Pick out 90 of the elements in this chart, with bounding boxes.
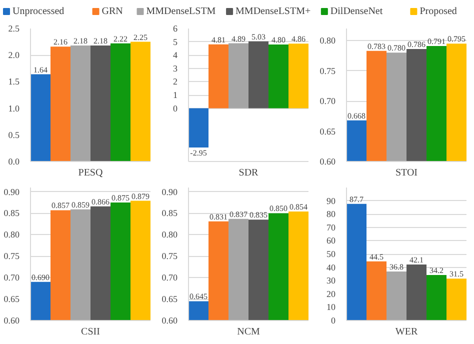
y-tick-label: 0.80	[320, 36, 336, 46]
y-tick-label: 0.75	[320, 66, 336, 76]
y-tick-label: 10	[326, 302, 336, 312]
y-tick-label: 0.90	[162, 186, 178, 197]
y-tick-label: 1.0	[8, 103, 20, 114]
data-label: 0.837	[230, 210, 248, 219]
y-tick-label: 0.75	[162, 251, 178, 262]
y-tick-label: 30	[326, 276, 336, 286]
data-label: 0.780	[388, 44, 406, 53]
data-label: 4.81	[212, 35, 226, 44]
data-label: 42.1	[410, 256, 424, 265]
y-tick-label: 90	[326, 196, 336, 206]
legend-label: Proposed	[420, 6, 457, 17]
legend-label: GRN	[102, 6, 123, 17]
y-tick-label: 0.70	[320, 96, 336, 106]
y-tick-label: 0.70	[4, 272, 20, 283]
y-tick-label: 70	[326, 222, 336, 232]
y-tick-label: 0.65	[320, 126, 336, 136]
y-tick-label: 0	[173, 103, 178, 114]
data-label: 0.690	[32, 272, 50, 282]
y-tick-label: 60	[326, 236, 336, 246]
legend-label: MMDenseLSTM	[146, 6, 216, 17]
data-label: 0.850	[270, 204, 288, 214]
data-label: 0.835	[250, 210, 268, 220]
data-label: 2.25	[134, 32, 148, 42]
y-tick-label: 40	[326, 262, 336, 272]
legend-label: Unprocessed	[12, 6, 64, 17]
data-label: 0.854	[290, 202, 308, 212]
data-label: 0.668	[348, 111, 366, 120]
y-tick-label: 0.65	[4, 294, 20, 304]
data-label: 0.831	[210, 212, 228, 222]
data-label: 4.86	[292, 34, 306, 44]
y-tick-label: 1.5	[8, 76, 20, 87]
y-tick-label: 6	[173, 24, 178, 34]
y-tick-label: 2.5	[8, 24, 20, 34]
data-label: 2.22	[114, 34, 128, 44]
data-label: 44.5	[370, 252, 384, 262]
y-tick-label: 0.80	[162, 230, 178, 240]
data-label: 0.783	[368, 42, 386, 51]
y-tick-label: 3	[173, 63, 178, 74]
x-axis-title: CSII	[81, 326, 100, 338]
y-tick-label: 1	[173, 90, 178, 100]
x-axis-title: NCM	[237, 326, 260, 338]
data-label: 87.7	[350, 194, 364, 204]
data-label: 0.786	[408, 40, 426, 50]
data-label: 0.857	[52, 201, 70, 210]
data-label: 1.64	[34, 65, 48, 74]
data-label: 0.859	[72, 200, 90, 210]
y-tick-label: 0.75	[4, 251, 20, 262]
data-label: 36.8	[390, 262, 404, 272]
y-tick-label: 0.85	[4, 208, 20, 218]
data-label: -2.95	[190, 148, 207, 158]
y-tick-label: 0.70	[162, 272, 178, 283]
y-tick-label: 20	[326, 288, 336, 299]
y-tick-label: 0	[331, 316, 336, 326]
data-label: 4.80	[272, 35, 286, 44]
data-label: 2.18	[74, 36, 88, 46]
data-label: 2.16	[54, 38, 68, 47]
y-tick-label: 5	[173, 36, 178, 47]
legend-label: DilDenseNet	[330, 6, 383, 17]
y-tick-label: 2	[173, 76, 178, 87]
data-label: 5.03	[252, 32, 266, 42]
y-tick-label: 0.0	[8, 156, 20, 166]
legend-label: MMDenseLSTM+	[236, 6, 311, 17]
y-tick-label: 80	[326, 209, 336, 220]
data-label: 4.89	[232, 34, 246, 44]
data-label: 0.791	[428, 37, 446, 46]
data-label: 0.866	[92, 197, 110, 206]
y-tick-label: 0.85	[162, 208, 178, 218]
data-label: 0.875	[112, 194, 130, 203]
y-tick-label: 2.0	[8, 50, 20, 60]
data-label: 2.18	[94, 36, 108, 46]
data-label: 0.645	[190, 292, 208, 302]
data-label: 0.879	[132, 192, 150, 201]
data-label: 0.795	[448, 34, 466, 44]
y-tick-label: 0.80	[4, 230, 20, 240]
data-label: 31.5	[450, 270, 464, 279]
x-axis-title: STOI	[395, 168, 418, 178]
x-axis-title: SDR	[238, 168, 259, 178]
y-tick-label: 0.5	[8, 130, 20, 140]
y-tick-label: 0.60	[162, 316, 178, 326]
x-axis-title: PESQ	[78, 168, 104, 178]
y-tick-label: 4	[173, 50, 178, 60]
y-tick-label: 0.60	[4, 316, 20, 326]
data-label: 34.2	[430, 266, 444, 276]
y-tick-label: 50	[326, 249, 336, 259]
y-tick-label: 0.90	[4, 186, 20, 197]
x-axis-title: WER	[395, 326, 418, 338]
y-tick-label: 0.65	[162, 294, 178, 304]
y-tick-label: 0.60	[320, 156, 336, 166]
